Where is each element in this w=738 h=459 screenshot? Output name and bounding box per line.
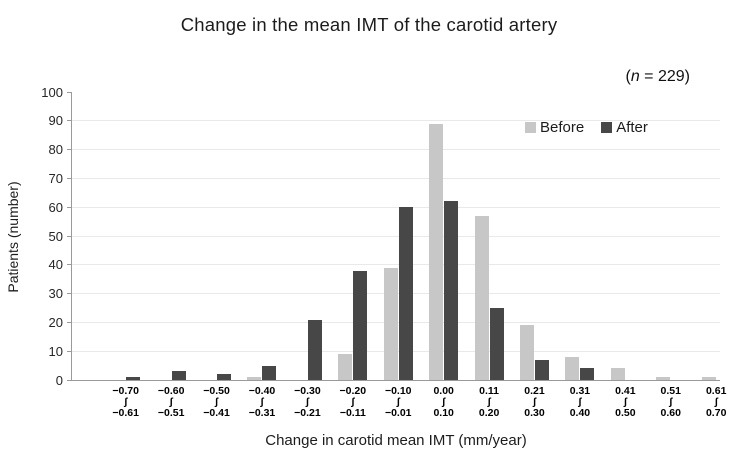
chart-title: Change in the mean IMT of the carotid ar… [180,14,558,35]
after-bar [126,377,141,380]
before-bar [656,377,671,380]
before-bar [383,267,398,380]
before-series-swatch [525,122,536,133]
x-tick-labels: −0.70 ʃ −0.61 −0.60 ʃ −0.51 −0.50 ʃ −0.41−… [103,386,738,419]
y-tick-50 [67,235,72,237]
after-bar [262,365,277,380]
legend-item-after: After [601,119,648,136]
x-tick-label: −0.50 ʃ −0.41 [203,385,230,419]
y-tick-label-10: 10 [48,343,63,359]
y-tick-30 [67,293,72,295]
x-tick-label: −0.30 ʃ −0.21 [294,385,321,419]
x-tick-label: −0.60 ʃ −0.51 [157,385,185,419]
annotation-value: = 229) [639,68,690,85]
x-tick-label: 0.00 ʃ 0.10 [433,385,454,419]
y-axis-title: Patients (number) [5,181,21,293]
gridline-70 [72,177,720,179]
before-bar [338,354,353,380]
legend: Before After [525,119,648,136]
x-tick-label: −0.70 ʃ −0.61 [112,385,139,419]
bar-group-−0.50 [194,92,239,380]
y-tick-0 [67,379,72,381]
gridline-50 [72,235,720,237]
bars-row [103,92,738,380]
before-bar [565,356,580,380]
before-bar [610,368,625,380]
y-tick-80 [67,149,72,151]
y-tick-20 [67,321,72,323]
legend-label-before: Before [540,119,585,136]
before-bar [474,215,489,380]
bar-group-−0.60 [148,92,193,380]
y-axis-line [71,92,72,380]
before-bar [247,377,262,380]
sample-size-annotation: (n = 229) [626,68,691,86]
after-bar [171,371,186,380]
bar-group-0.00 [421,92,466,380]
after-series-swatch [601,122,613,133]
x-tick-label: 0.41 ʃ 0.50 [615,385,636,419]
y-tick-label-70: 70 [48,170,63,186]
legend-item-before: Before [525,119,584,136]
y-tick-label-80: 80 [48,142,63,158]
y-tick-label-20: 20 [48,314,63,330]
y-tick-label-60: 60 [48,199,63,215]
y-tick-label-30: 30 [48,286,63,302]
y-tick-100 [67,91,72,93]
x-tick-label: −0.20 ʃ −0.11 [339,385,367,419]
x-axis-line [72,380,720,381]
x-tick-label: −0.10 ʃ −0.01 [384,385,412,419]
gridline-60 [72,206,720,208]
before-bar [429,123,444,380]
after-bar [580,368,595,380]
y-tick-60 [67,206,72,208]
bar-group-−0.10 [376,92,421,380]
x-tick-label: 0.51 ʃ 0.60 [660,385,681,419]
bar-group-0.51 [648,92,693,380]
gridline-90 [72,120,720,122]
bar-group-0.31 [557,92,602,380]
x-axis-title: Change in carotid mean IMT (mm/year) [265,432,527,449]
x-tick-label: 0.31 ʃ 0.40 [569,385,591,419]
after-bar [217,374,232,380]
bar-group-−0.70 [103,92,148,380]
bar-group-0.61 [693,92,738,380]
bar-group-−0.40 [239,92,284,380]
after-bar [444,201,459,380]
after-bar [307,319,322,380]
x-tick-label: 0.61 ʃ 0.70 [705,385,727,419]
x-tick-label: 0.21 ʃ 0.30 [524,385,545,419]
annotation-prefix: ( [625,68,631,85]
bar-group-−0.30 [285,92,330,380]
x-tick-label: −0.40 ʃ −0.31 [248,385,276,419]
after-bar [489,308,504,380]
after-bar [398,207,413,380]
y-tick-label-50: 50 [48,228,63,244]
y-tick-label-40: 40 [48,257,63,273]
gridline-80 [72,149,720,151]
before-bar [520,325,534,380]
y-tick-40 [67,264,72,266]
y-tick-90 [67,120,72,122]
y-tick-70 [67,177,72,179]
y-tick-label-0: 0 [55,372,63,388]
legend-label-after: After [616,119,648,136]
bar-group-0.41 [603,92,648,380]
y-tick-10 [67,350,72,352]
y-tick-label-90: 90 [48,113,63,129]
after-bar [535,359,549,380]
y-tick-label-100: 100 [41,84,63,100]
before-bar [701,377,716,380]
x-tick-label: 0.11 ʃ 0.20 [478,385,500,419]
bar-group-0.21 [512,92,557,380]
bar-group-0.11 [466,92,511,380]
after-bar [353,270,368,380]
gridline-40 [72,264,720,266]
bar-group-−0.20 [330,92,375,380]
annotation-n-variable: n [630,68,640,85]
